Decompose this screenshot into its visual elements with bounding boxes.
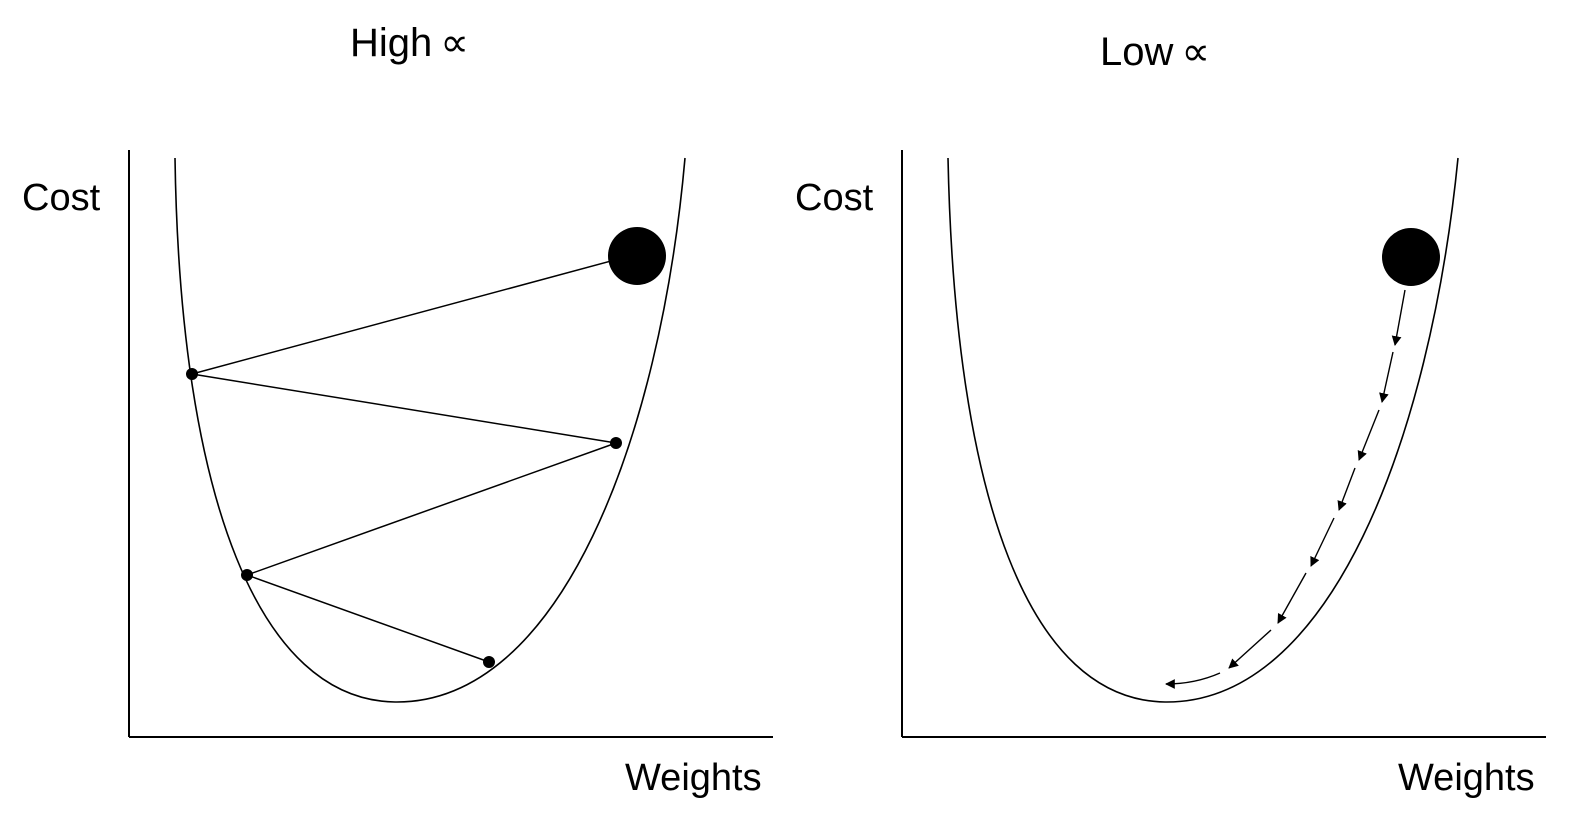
step-arrow <box>1337 467 1356 511</box>
panel-title: High ∝ <box>350 21 469 65</box>
start-ball <box>1382 228 1440 286</box>
start-ball <box>608 227 666 285</box>
step-arrow <box>1310 517 1335 567</box>
step-arrow <box>1379 351 1394 403</box>
panel-title: Low ∝ <box>1100 30 1210 74</box>
step-arrow <box>1391 289 1406 346</box>
panel-high-alpha: High ∝ Cost Weights <box>22 21 773 799</box>
step-point <box>186 368 198 380</box>
gradient-steps <box>186 227 666 668</box>
step-point <box>610 437 622 449</box>
y-axis-label: Cost <box>22 177 101 219</box>
step-arrow <box>1228 629 1272 669</box>
y-axis-label: Cost <box>795 177 874 219</box>
step-arrow <box>1165 672 1221 689</box>
x-axis-label: Weights <box>625 757 762 799</box>
step-arrow <box>1277 572 1307 624</box>
cost-curve <box>174 157 686 703</box>
step-path <box>191 253 638 663</box>
cost-curve <box>947 157 1459 703</box>
step-arrow <box>1357 409 1380 461</box>
gradient-steps <box>1165 289 1406 689</box>
panel-low-alpha: Low ∝ Cost Weights <box>795 30 1546 799</box>
step-point <box>483 656 495 668</box>
x-axis-label: Weights <box>1398 757 1535 799</box>
step-point <box>241 569 253 581</box>
